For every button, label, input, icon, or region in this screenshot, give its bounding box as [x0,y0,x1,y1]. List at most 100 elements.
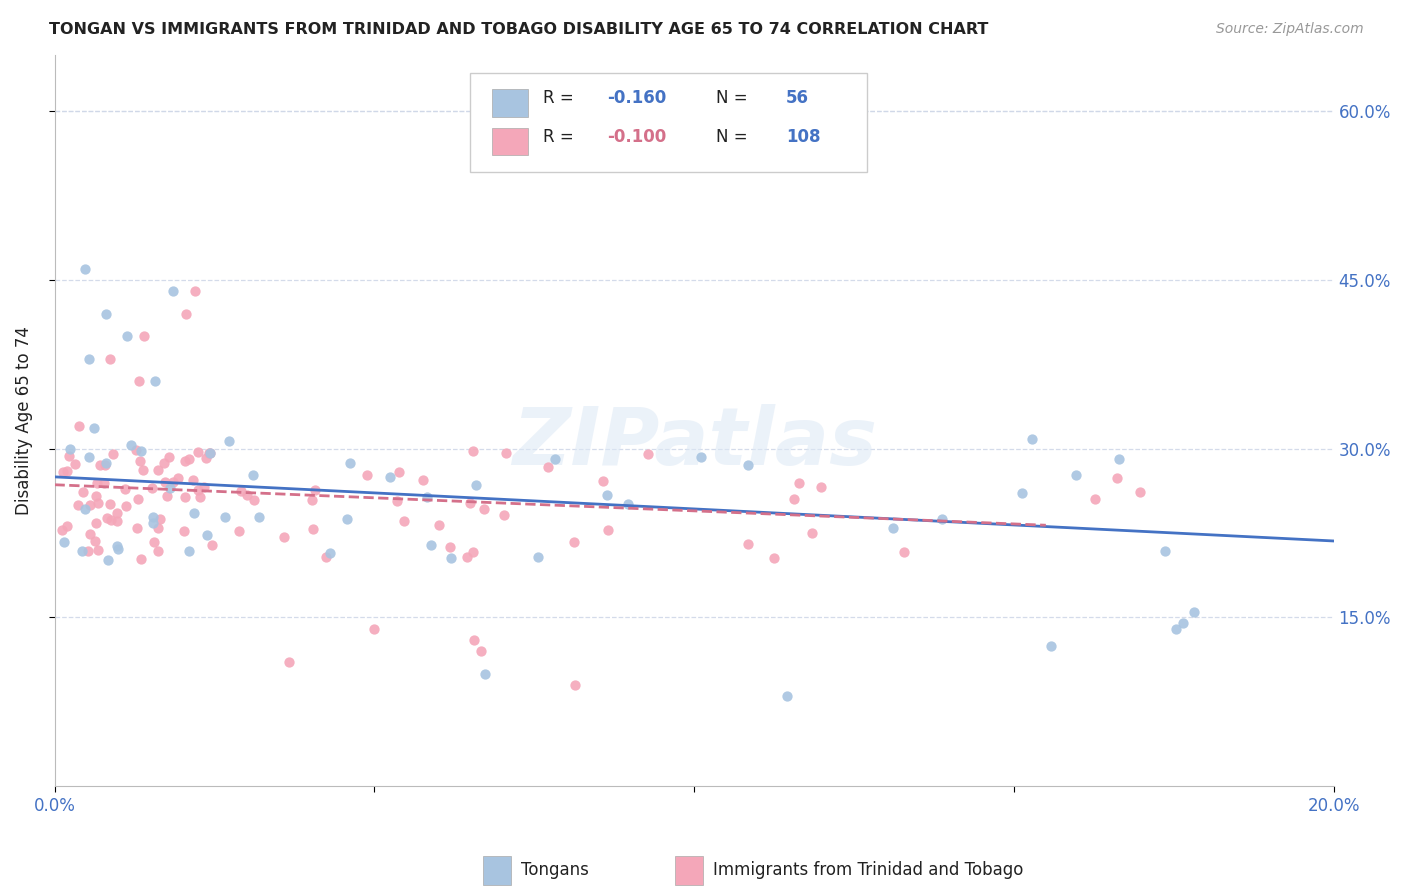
Point [105,514,128,528]
Point [931,512,953,526]
Point [179,451,201,466]
Bar [484,855,512,885]
Point [388,465,411,479]
Point [596,487,619,501]
Point [89,458,111,473]
Point [318,546,340,560]
Point [105,539,128,553]
Point [98,497,121,511]
Point [762,551,785,566]
Point [1164,622,1187,636]
Point [63,457,86,471]
FancyBboxPatch shape [470,73,866,172]
Point [339,456,361,470]
Point [127,491,149,506]
Point [243,493,266,508]
Point [94,456,117,470]
Text: R =: R = [543,128,579,145]
Point [494,508,516,523]
Point [93,458,115,473]
Text: R =: R = [543,89,579,108]
Point [156,489,179,503]
Point [128,454,150,468]
Point [456,549,478,564]
Point [592,474,614,488]
Point [464,478,486,492]
Point [125,442,148,457]
Point [177,544,200,558]
Point [96,511,118,525]
Point [419,538,441,552]
Point [197,446,219,460]
Point [93,475,115,490]
Point [198,445,221,459]
Point [356,467,378,482]
Point [84,534,107,549]
Point [218,434,240,449]
Point [83,421,105,435]
Bar [492,89,527,117]
Point [1182,605,1205,619]
Point [51,523,73,537]
Point [79,498,101,512]
Point [55,518,77,533]
Point [228,524,250,538]
Point [53,535,76,549]
Point [132,463,155,477]
Point [1154,544,1177,558]
Point [598,523,620,537]
Point [526,549,548,564]
Point [439,540,461,554]
Point [73,261,96,276]
Point [893,545,915,559]
Point [79,526,101,541]
Point [87,496,110,510]
Text: -0.160: -0.160 [607,89,666,108]
Point [162,475,184,490]
Point [194,451,217,466]
Point [107,542,129,557]
Point [461,444,484,458]
Point [394,514,416,528]
Point [146,543,169,558]
Point [231,484,253,499]
Point [463,632,485,647]
Point [787,475,810,490]
Point [115,499,138,513]
Point [1105,471,1128,485]
Point [97,553,120,567]
Point [380,470,402,484]
Text: -0.100: -0.100 [607,128,666,145]
Point [363,622,385,636]
Point [336,512,359,526]
Point [146,463,169,477]
Point [76,543,98,558]
Point [470,644,492,658]
Point [1108,452,1130,467]
Point [689,450,711,465]
Point [128,374,150,388]
Point [301,522,323,536]
Point [66,498,89,512]
Point [1084,491,1107,506]
Point [58,449,80,463]
Point [141,481,163,495]
Point [162,285,184,299]
Point [416,491,439,505]
Point [187,444,209,458]
Point [495,446,517,460]
Point [214,510,236,524]
Point [458,496,481,510]
Point [617,496,640,510]
Point [193,480,215,494]
Point [1011,485,1033,500]
Text: 108: 108 [786,128,821,145]
Point [67,419,90,434]
Point [385,494,408,508]
Point [412,473,434,487]
Point [52,465,75,479]
Point [201,539,224,553]
Point [195,528,218,542]
Point [1171,616,1194,631]
Point [120,438,142,452]
